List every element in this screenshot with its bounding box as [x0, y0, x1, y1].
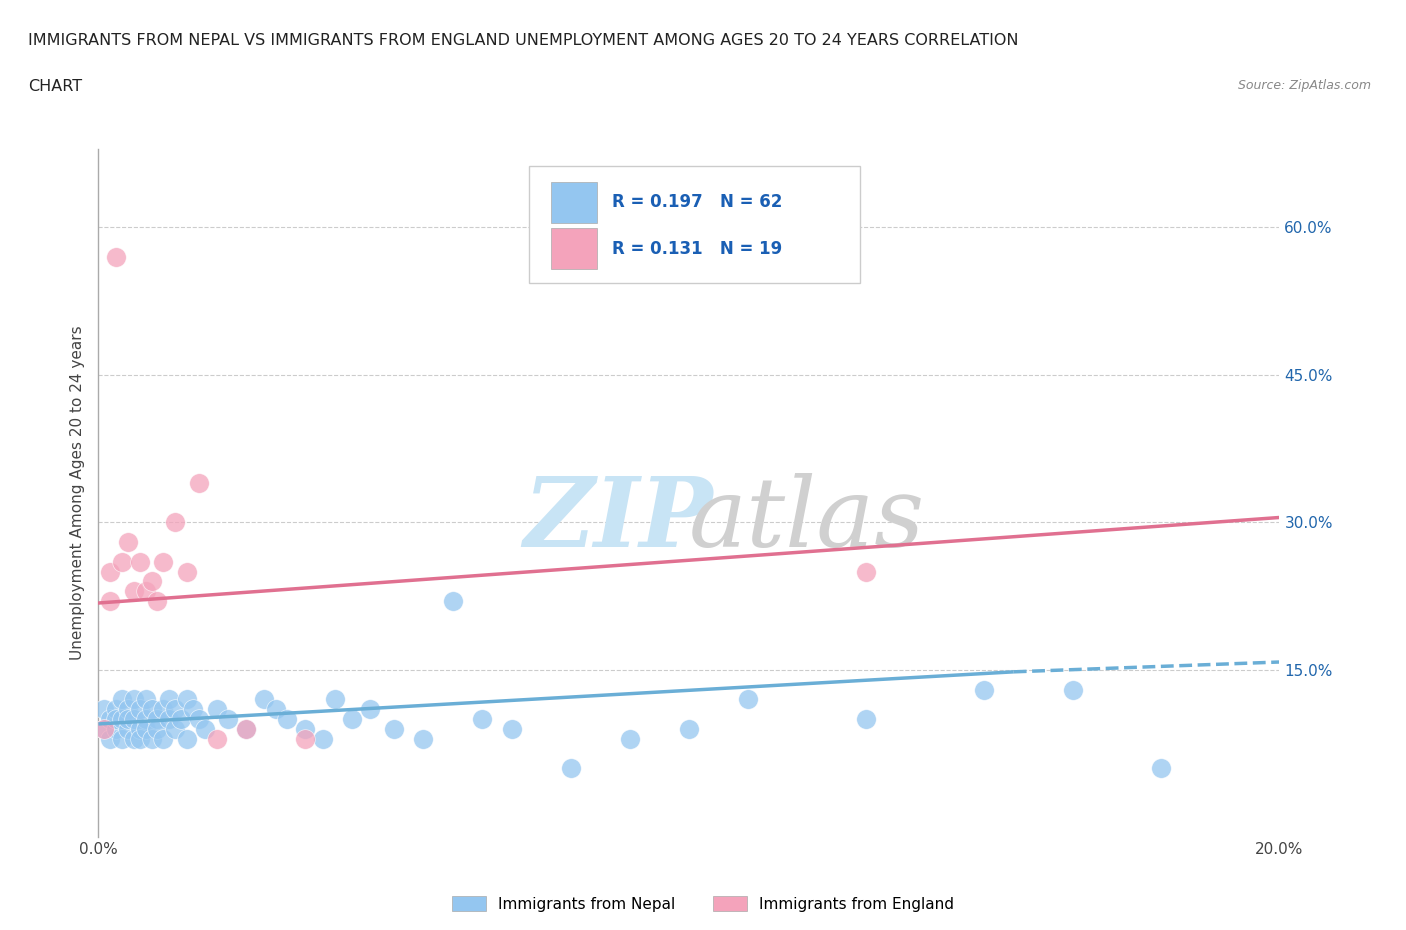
Text: ZIP: ZIP — [523, 473, 713, 567]
FancyBboxPatch shape — [551, 228, 596, 269]
Point — [323, 692, 346, 707]
Point — [117, 711, 139, 726]
Point — [1062, 682, 1084, 697]
Point — [105, 711, 128, 726]
Point — [181, 702, 204, 717]
Point — [93, 702, 115, 717]
Point — [135, 584, 157, 599]
Point — [146, 722, 169, 737]
Point — [235, 722, 257, 737]
Point — [264, 702, 287, 717]
Point — [98, 565, 121, 579]
Point — [342, 711, 364, 726]
Point — [152, 554, 174, 569]
Legend: Immigrants from Nepal, Immigrants from England: Immigrants from Nepal, Immigrants from E… — [446, 889, 960, 918]
Text: CHART: CHART — [28, 79, 82, 94]
Point — [146, 593, 169, 608]
Point — [152, 731, 174, 746]
Point — [253, 692, 276, 707]
Point — [205, 731, 228, 746]
Point — [412, 731, 434, 746]
Point — [128, 702, 150, 717]
Point — [111, 711, 134, 726]
Point — [128, 731, 150, 746]
Text: atlas: atlas — [689, 473, 925, 567]
Point — [93, 722, 115, 737]
Point — [111, 731, 134, 746]
Point — [176, 731, 198, 746]
Point — [128, 722, 150, 737]
Point — [176, 692, 198, 707]
Point — [855, 711, 877, 726]
Point — [1150, 761, 1173, 776]
Point — [170, 711, 193, 726]
Point — [117, 722, 139, 737]
Point — [141, 731, 163, 746]
Point — [141, 574, 163, 589]
Point — [737, 692, 759, 707]
Point — [560, 761, 582, 776]
Point — [105, 702, 128, 717]
Text: Source: ZipAtlas.com: Source: ZipAtlas.com — [1237, 79, 1371, 92]
Point — [111, 554, 134, 569]
Point — [146, 711, 169, 726]
Point — [135, 711, 157, 726]
Point — [135, 722, 157, 737]
Point — [501, 722, 523, 737]
Point — [117, 535, 139, 550]
Point — [111, 692, 134, 707]
Point — [855, 565, 877, 579]
Point — [152, 702, 174, 717]
Point — [117, 702, 139, 717]
Point — [135, 692, 157, 707]
Point — [98, 711, 121, 726]
Point — [187, 711, 209, 726]
FancyBboxPatch shape — [551, 182, 596, 223]
Point — [165, 515, 187, 530]
Point — [678, 722, 700, 737]
Point — [128, 554, 150, 569]
Text: IMMIGRANTS FROM NEPAL VS IMMIGRANTS FROM ENGLAND UNEMPLOYMENT AMONG AGES 20 TO 2: IMMIGRANTS FROM NEPAL VS IMMIGRANTS FROM… — [28, 33, 1018, 47]
Point — [235, 722, 257, 737]
Point — [122, 692, 145, 707]
Point — [122, 584, 145, 599]
Point — [217, 711, 239, 726]
Point — [98, 731, 121, 746]
Point — [294, 722, 316, 737]
Point — [141, 702, 163, 717]
Point — [471, 711, 494, 726]
Point — [122, 711, 145, 726]
Point — [105, 722, 128, 737]
Point — [165, 722, 187, 737]
Point — [619, 731, 641, 746]
Point — [973, 682, 995, 697]
Point — [157, 711, 180, 726]
Point — [165, 702, 187, 717]
Point — [176, 565, 198, 579]
Text: R = 0.197   N = 62: R = 0.197 N = 62 — [612, 193, 783, 211]
Point — [294, 731, 316, 746]
Point — [312, 731, 335, 746]
FancyBboxPatch shape — [530, 166, 860, 283]
Point — [205, 702, 228, 717]
Point — [93, 722, 115, 737]
Point — [194, 722, 217, 737]
Point — [441, 593, 464, 608]
Point — [187, 475, 209, 490]
Y-axis label: Unemployment Among Ages 20 to 24 years: Unemployment Among Ages 20 to 24 years — [69, 326, 84, 660]
Point — [105, 249, 128, 264]
Point — [122, 731, 145, 746]
Point — [276, 711, 298, 726]
Point — [98, 593, 121, 608]
Point — [359, 702, 381, 717]
Point — [382, 722, 405, 737]
Point — [157, 692, 180, 707]
Text: R = 0.131   N = 19: R = 0.131 N = 19 — [612, 240, 782, 258]
